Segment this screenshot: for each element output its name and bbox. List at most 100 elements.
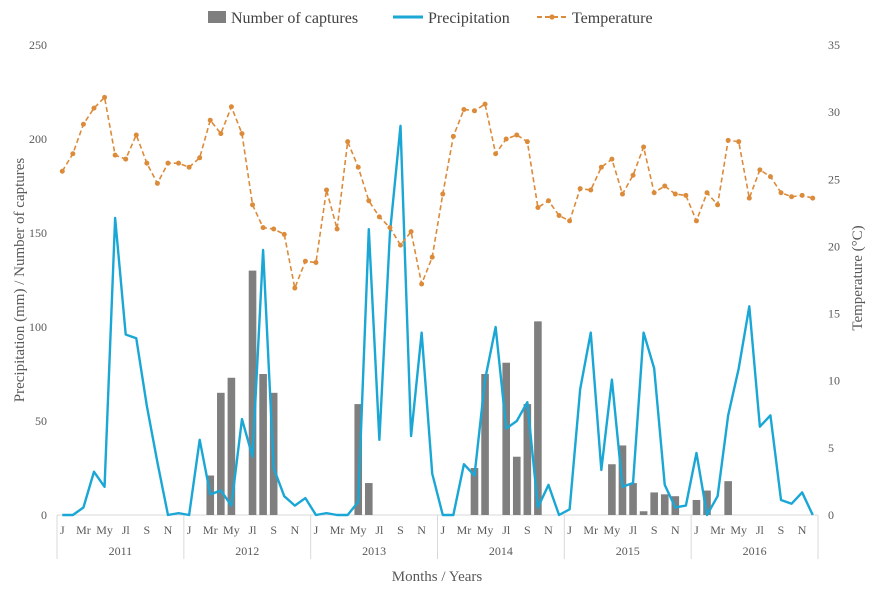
temperature-point (450, 133, 456, 139)
month-tick-label: N (671, 523, 680, 537)
capture-bar (217, 392, 225, 515)
temperature-point (429, 254, 435, 260)
capture-bar (481, 374, 489, 515)
legend-label-precipitation: Precipitation (428, 10, 510, 27)
legend-label-captures: Number of captures (231, 10, 358, 27)
y-right-tick-label: 15 (828, 307, 840, 321)
y-right-tick-label: 5 (828, 441, 834, 455)
temperature-point (197, 155, 203, 161)
temperature-point (112, 152, 118, 158)
temperature-point (672, 191, 678, 197)
month-tick-label: S (270, 523, 277, 537)
month-tick-label: My (477, 523, 494, 537)
temperature-point (757, 167, 763, 173)
month-tick-label: N (164, 523, 173, 537)
temperature-point (313, 260, 319, 266)
temperature-point (239, 131, 245, 137)
capture-bar (470, 468, 479, 515)
month-tick-label: S (397, 523, 404, 537)
month-tick-label: J (440, 523, 445, 537)
month-tick-label: Jl (249, 523, 258, 537)
capture-bar (523, 404, 532, 515)
y-right-tick-label: 30 (828, 105, 840, 119)
temperature-point (556, 213, 562, 219)
temperature-point (91, 105, 97, 111)
year-label: 2012 (235, 544, 259, 558)
temperature-point (176, 160, 182, 166)
temperature-point (207, 117, 213, 123)
legend-label-temperature: Temperature (572, 10, 653, 27)
temperature-point (778, 190, 784, 196)
temperature-point (345, 139, 351, 145)
y-left-tick-label: 250 (29, 38, 47, 52)
temperature-point (281, 231, 287, 237)
temperature-point (144, 160, 150, 166)
capture-bar (650, 492, 658, 515)
month-tick-label: J (567, 523, 572, 537)
month-tick-label: My (96, 523, 113, 537)
temperature-series (59, 94, 816, 291)
capture-bar (512, 456, 521, 515)
temperature-point (154, 180, 160, 186)
temperature-point (577, 186, 583, 192)
capture-bar (354, 404, 363, 515)
y-left-tick-label: 100 (29, 320, 47, 334)
temperature-point (70, 151, 76, 157)
capture-bar (248, 270, 257, 515)
temperature-point (398, 242, 404, 248)
month-tick-label: Mr (457, 523, 472, 537)
month-tick-label: S (778, 523, 785, 537)
temperature-point (387, 225, 393, 231)
month-tick-label: Jl (122, 523, 131, 537)
capture-bar (227, 377, 236, 515)
temperature-point (324, 187, 330, 193)
month-tick-label: J (314, 523, 319, 537)
y-right-tick-label: 10 (828, 374, 840, 388)
temperature-point (260, 225, 266, 231)
temperature-point (789, 194, 795, 200)
temperature-point (567, 218, 573, 224)
month-tick-label: N (544, 523, 553, 537)
temperature-point (588, 187, 594, 193)
temperature-point (693, 218, 699, 224)
month-tick-label: S (524, 523, 531, 537)
month-tick-label: N (798, 523, 807, 537)
temperature-point (165, 160, 171, 166)
temperature-point (228, 104, 234, 110)
month-tick-label: My (350, 523, 367, 537)
month-tick-label: Jl (502, 523, 511, 537)
year-label: 2011 (109, 544, 133, 558)
month-tick-label: My (730, 523, 747, 537)
y-axis-right-title: Temperature (°C) (850, 225, 866, 330)
capture-bar (259, 374, 267, 515)
month-tick-label: J (694, 523, 699, 537)
temperature-point (471, 108, 477, 114)
temperature-point (123, 156, 129, 162)
temperature-point (250, 202, 256, 208)
temperature-point (461, 106, 467, 112)
month-tick-label: My (604, 523, 621, 537)
temperature-point (767, 174, 773, 180)
temperature-point (493, 151, 499, 157)
temperature-point (186, 164, 192, 170)
precipitation-line (62, 124, 814, 517)
temperature-line (61, 95, 813, 291)
temperature-point (715, 202, 721, 208)
temperature-point (419, 281, 425, 287)
y-left-tick-label: 50 (35, 414, 47, 428)
temperature-point (80, 121, 86, 127)
x-axis-title: Months / Years (392, 569, 483, 585)
temperature-point (59, 168, 65, 174)
y-left-tick-label: 200 (29, 132, 47, 146)
month-tick-label: Mr (330, 523, 345, 537)
y-right-tick-label: 35 (828, 38, 840, 52)
right-axis: 0 5 10 15 20 25 30 35 (828, 38, 840, 522)
temperature-point (683, 192, 689, 198)
year-label: 2013 (362, 544, 386, 558)
y-right-tick-label: 20 (828, 239, 840, 253)
temperature-point (271, 226, 277, 232)
month-tick-label: N (290, 523, 299, 537)
temperature-point (292, 285, 298, 291)
